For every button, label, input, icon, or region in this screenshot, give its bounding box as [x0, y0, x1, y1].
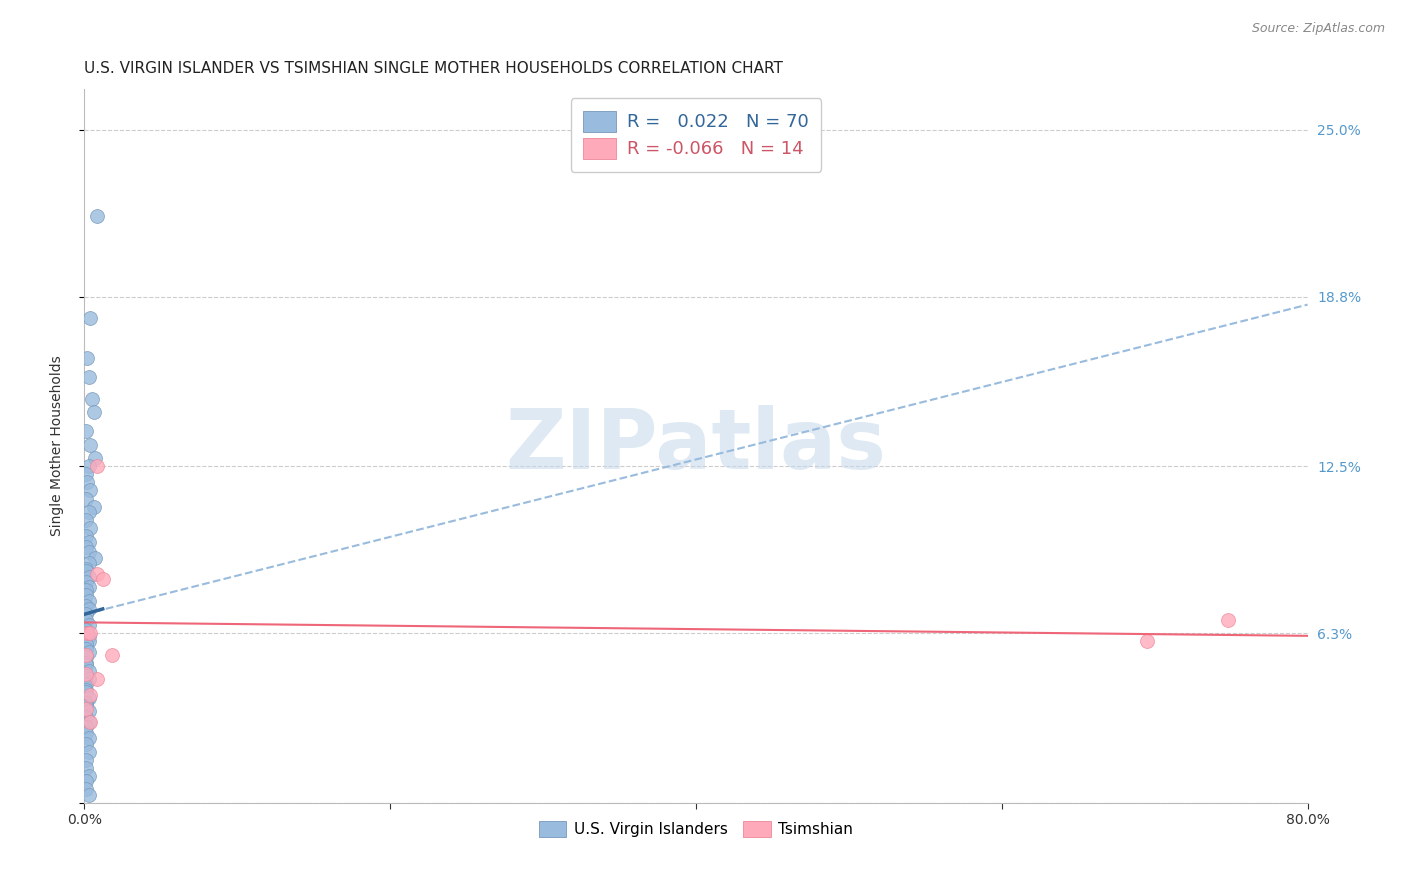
- Point: [76, 626, 98, 640]
- Point: [75, 753, 97, 767]
- Point: [79, 437, 101, 451]
- Point: [86, 566, 108, 581]
- Y-axis label: Single Mother Households: Single Mother Households: [49, 356, 63, 536]
- Point: [1136, 634, 1159, 648]
- Point: [86, 209, 108, 223]
- Point: [83, 500, 105, 514]
- Point: [77, 370, 100, 384]
- Point: [77, 672, 100, 686]
- Point: [75, 491, 97, 506]
- Text: ZIPatlas: ZIPatlas: [506, 406, 886, 486]
- Point: [75, 564, 97, 578]
- Point: [77, 556, 100, 570]
- Point: [75, 648, 97, 662]
- Point: [75, 709, 97, 723]
- Point: [75, 607, 97, 622]
- Point: [77, 569, 100, 583]
- Point: [84, 550, 107, 565]
- Point: [75, 656, 97, 670]
- Point: [75, 682, 97, 697]
- Point: [86, 459, 108, 474]
- Point: [75, 650, 97, 665]
- Point: [77, 664, 100, 678]
- Point: [77, 704, 100, 718]
- Point: [77, 618, 100, 632]
- Point: [75, 583, 97, 598]
- Point: [75, 624, 97, 638]
- Point: [77, 459, 100, 474]
- Point: [75, 677, 97, 691]
- Point: [77, 714, 100, 729]
- Point: [75, 613, 97, 627]
- Point: [79, 311, 101, 326]
- Point: [101, 648, 124, 662]
- Point: [76, 351, 98, 366]
- Point: [75, 720, 97, 734]
- Point: [75, 637, 97, 651]
- Point: [77, 594, 100, 608]
- Point: [83, 405, 105, 419]
- Point: [75, 424, 97, 438]
- Point: [75, 701, 97, 715]
- Point: [79, 483, 101, 498]
- Point: [75, 574, 97, 589]
- Point: [75, 761, 97, 775]
- Point: [77, 645, 100, 659]
- Point: [1216, 613, 1239, 627]
- Point: [75, 666, 97, 681]
- Point: [75, 529, 97, 543]
- Point: [77, 690, 100, 705]
- Point: [75, 540, 97, 554]
- Point: [79, 714, 101, 729]
- Point: [75, 669, 97, 683]
- Point: [75, 467, 97, 482]
- Text: Source: ZipAtlas.com: Source: ZipAtlas.com: [1251, 22, 1385, 36]
- Point: [75, 696, 97, 710]
- Point: [84, 451, 107, 466]
- Point: [75, 658, 97, 673]
- Point: [79, 521, 101, 535]
- Point: [75, 782, 97, 797]
- Point: [86, 672, 108, 686]
- Point: [75, 698, 97, 713]
- Point: [80, 392, 103, 406]
- Point: [77, 634, 100, 648]
- Point: [77, 505, 100, 519]
- Point: [75, 589, 97, 603]
- Point: [79, 626, 101, 640]
- Point: [76, 475, 98, 490]
- Point: [77, 731, 100, 746]
- Point: [77, 580, 100, 594]
- Point: [77, 545, 100, 559]
- Point: [75, 726, 97, 740]
- Title: U.S. VIRGIN ISLANDER VS TSIMSHIAN SINGLE MOTHER HOUSEHOLDS CORRELATION CHART: U.S. VIRGIN ISLANDER VS TSIMSHIAN SINGLE…: [84, 61, 783, 76]
- Point: [75, 626, 97, 640]
- Point: [77, 745, 100, 759]
- Point: [75, 737, 97, 751]
- Point: [75, 642, 97, 657]
- Point: [79, 688, 101, 702]
- Point: [77, 769, 100, 783]
- Point: [77, 788, 100, 802]
- Point: [75, 561, 97, 575]
- Point: [91, 572, 114, 586]
- Point: [77, 602, 100, 616]
- Point: [77, 629, 100, 643]
- Point: [75, 513, 97, 527]
- Point: [75, 685, 97, 699]
- Point: [75, 599, 97, 614]
- Point: [75, 774, 97, 789]
- Legend: U.S. Virgin Islanders, Tsimshian: U.S. Virgin Islanders, Tsimshian: [531, 814, 860, 845]
- Point: [77, 534, 100, 549]
